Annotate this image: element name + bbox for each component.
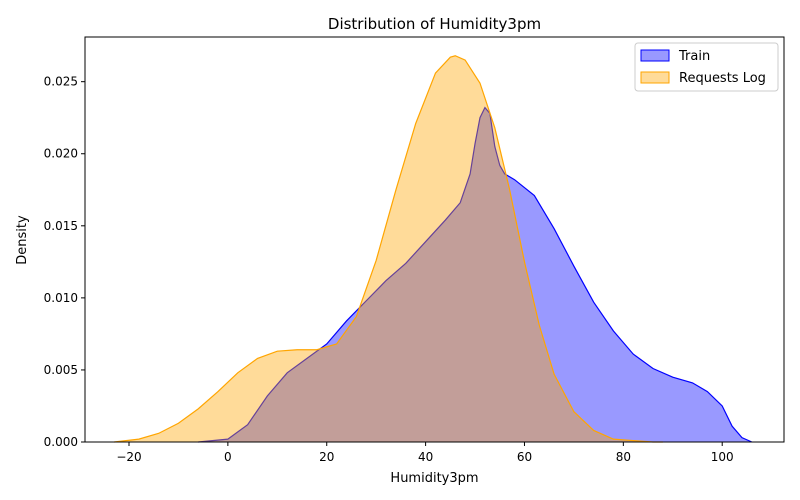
- x-axis: −20 0 20 40 60 80 100: [116, 442, 734, 464]
- x-tick-label: 60: [517, 450, 532, 464]
- y-tick-label: 0.000: [44, 435, 78, 449]
- y-tick-label: 0.020: [44, 147, 78, 161]
- legend-swatch-requests-log: [640, 71, 670, 84]
- density-area-train: [198, 107, 752, 443]
- legend: Train Requests Log: [634, 42, 779, 92]
- y-tick-label: 0.010: [44, 291, 78, 305]
- x-axis-label: Humidity3pm: [390, 471, 478, 486]
- y-tick-label: 0.015: [44, 219, 78, 233]
- density-area-requests-log: [114, 55, 663, 443]
- x-tick-label: 80: [616, 450, 631, 464]
- plot-area: [84, 36, 785, 443]
- legend-box: [634, 42, 779, 92]
- series-layer: [114, 55, 753, 443]
- legend-label-train: Train: [678, 49, 710, 64]
- y-axis-label: Density: [15, 215, 30, 265]
- plot-border: [84, 36, 785, 443]
- x-tick-label: 100: [711, 450, 734, 464]
- x-tick-label: −20: [116, 450, 141, 464]
- y-axis: 0.000 0.005 0.010 0.015 0.020 0.025: [44, 75, 85, 449]
- x-tick-label: 0: [224, 450, 232, 464]
- y-tick-label: 0.025: [44, 75, 78, 89]
- density-line-requests-log: [114, 55, 663, 443]
- x-tick-label: 40: [418, 450, 433, 464]
- y-tick-label: 0.005: [44, 363, 78, 377]
- chart-title: Distribution of Humidity3pm: [328, 15, 541, 33]
- x-tick-label: 20: [319, 450, 334, 464]
- legend-label-requests-log: Requests Log: [679, 71, 766, 86]
- legend-swatch-train: [640, 49, 670, 62]
